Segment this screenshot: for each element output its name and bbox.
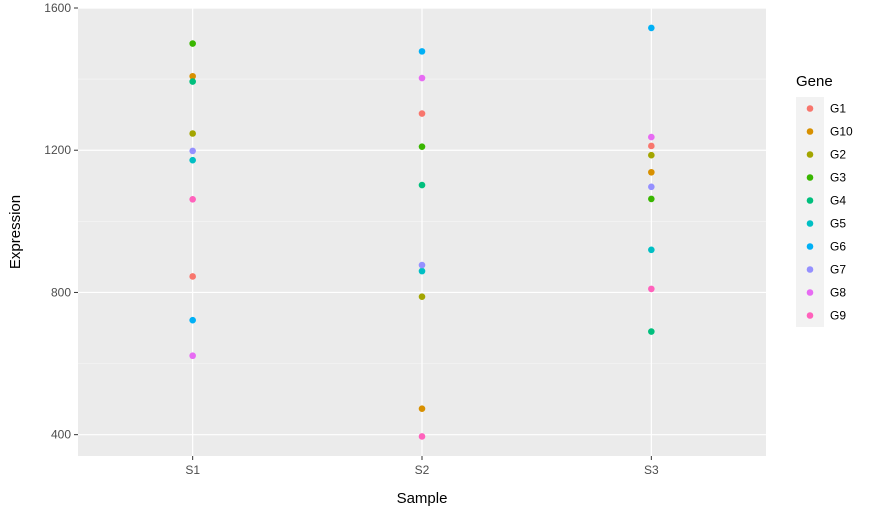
y-axis-title: Expression	[7, 195, 24, 269]
data-point	[418, 110, 426, 117]
data-point	[648, 151, 655, 159]
legend-label: G1	[830, 102, 846, 116]
data-point	[189, 156, 196, 164]
x-tick-label: S1	[185, 463, 200, 477]
data-point	[189, 130, 196, 137]
legend-label: G10	[830, 125, 853, 139]
x-axis-title: Sample	[397, 490, 448, 507]
y-tick-label: 400	[51, 428, 71, 442]
data-point	[189, 40, 196, 47]
legend-title: Gene	[796, 73, 833, 90]
y-tick-label: 1200	[44, 143, 71, 157]
y-axis: 400 800 1200 1600	[44, 1, 78, 442]
legend-label: G3	[830, 171, 846, 185]
data-point	[418, 293, 426, 301]
legend-label: G2	[830, 148, 846, 162]
data-point	[418, 74, 426, 82]
data-point	[648, 183, 655, 191]
data-point	[189, 72, 196, 80]
data-point	[418, 143, 426, 150]
data-point	[418, 405, 426, 413]
y-tick-label: 800	[51, 285, 71, 299]
legend-marker	[806, 243, 814, 250]
legend-marker	[806, 312, 814, 319]
data-points	[189, 24, 655, 440]
legend-label: G8	[830, 286, 846, 300]
legend-marker	[806, 220, 814, 227]
data-point	[648, 285, 655, 293]
data-point	[648, 195, 655, 203]
data-point	[189, 352, 196, 360]
data-point	[189, 147, 196, 155]
data-point	[648, 133, 655, 141]
y-tick-label: 1600	[44, 1, 71, 15]
x-tick-label: S2	[415, 463, 430, 477]
legend-label: G9	[830, 309, 846, 323]
data-point	[189, 316, 196, 324]
data-point	[418, 181, 426, 189]
legend-marker	[806, 151, 814, 158]
legend-marker	[806, 197, 814, 204]
legend: Gene G1 G10 G2 G3 G4 G5 G6 G7 G8 G9	[796, 73, 853, 327]
legend-marker	[806, 266, 814, 273]
data-point	[648, 246, 655, 254]
data-point	[648, 168, 655, 176]
data-point	[648, 328, 655, 335]
data-point	[418, 48, 426, 55]
data-point	[418, 433, 426, 440]
data-point	[418, 261, 426, 269]
data-point	[648, 24, 655, 32]
legend-marker	[806, 105, 814, 112]
data-point	[189, 273, 196, 280]
data-point	[189, 195, 196, 203]
x-tick-label: S3	[644, 463, 659, 477]
legend-label: G7	[830, 263, 846, 277]
x-axis: S1 S2 S3	[185, 456, 659, 477]
legend-marker	[806, 289, 814, 296]
legend-marker	[806, 128, 814, 135]
data-point	[648, 142, 655, 150]
data-point	[418, 267, 426, 275]
legend-marker	[806, 174, 814, 181]
data-point	[189, 78, 196, 85]
legend-label: G4	[830, 194, 846, 208]
legend-label: G5	[830, 217, 846, 231]
legend-label: G6	[830, 240, 846, 254]
